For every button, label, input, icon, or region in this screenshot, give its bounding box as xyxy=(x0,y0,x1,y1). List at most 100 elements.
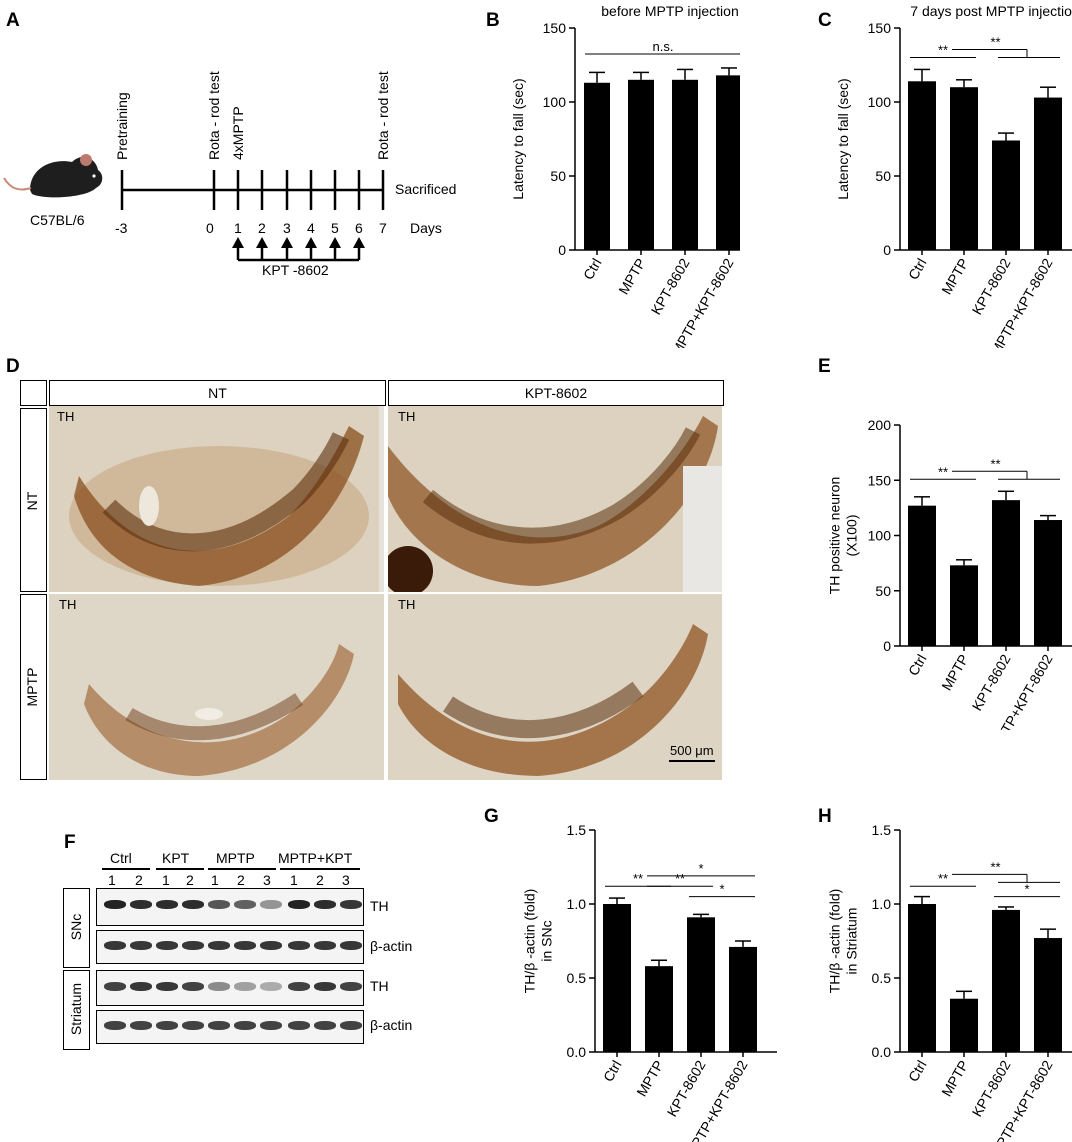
blot-band xyxy=(234,982,256,991)
tissue-box-striatum: Striatum xyxy=(63,970,90,1050)
bar xyxy=(908,505,936,646)
y-axis-label: Latency to fall (sec) xyxy=(835,78,851,199)
day-tick: 1 xyxy=(234,220,242,236)
significance-label: * xyxy=(1024,882,1029,897)
blot-group-mptpkpt: MPTP+KPT xyxy=(278,850,353,866)
lane-number: 1 xyxy=(108,872,116,888)
blot-label: β-actin xyxy=(370,1017,413,1033)
row-header-mptp-box: MPTP xyxy=(20,594,47,780)
y-tick-label: 200 xyxy=(868,417,892,433)
y-tick-label: 1.0 xyxy=(567,896,587,912)
blot-band xyxy=(314,982,336,991)
row-header-nt: NT xyxy=(24,491,40,511)
day-tick: 4 xyxy=(307,220,315,236)
blot-band xyxy=(208,982,230,991)
stain-label: TH xyxy=(398,409,416,424)
stain-label: TH xyxy=(398,597,416,612)
y-tick-label: 0 xyxy=(558,242,566,258)
y-tick-label: 0 xyxy=(883,242,891,258)
y-tick-label: 50 xyxy=(875,583,891,599)
panel-label-c: C xyxy=(818,10,832,31)
x-tick-label: Ctrl xyxy=(905,1058,930,1085)
blot-band xyxy=(104,982,126,991)
bar xyxy=(628,79,654,250)
x-tick-label: MPTP xyxy=(633,1058,666,1100)
x-tick-label: KPT-8602 xyxy=(969,651,1014,713)
lane-number: 2 xyxy=(237,872,245,888)
panel-label-b: B xyxy=(486,10,500,31)
y-axis-label: TH positive neuron (X100) xyxy=(827,477,860,595)
blot-band xyxy=(314,941,336,950)
significance-label: * xyxy=(698,861,703,876)
lane-number: 2 xyxy=(135,872,143,888)
panel-label-e: E xyxy=(818,356,831,377)
bar xyxy=(1034,97,1062,250)
y-tick-label: 100 xyxy=(543,94,567,110)
blot-label: TH xyxy=(370,978,389,994)
blot-group-kpt: KPT xyxy=(162,850,190,866)
chart-title: 7 days post MPTP injection xyxy=(910,3,1072,19)
x-tick-label: Ctrl xyxy=(905,652,930,679)
blot-band xyxy=(182,982,204,991)
chart-g: 0.0 0.5 1.0 1.5 TH/β -actin (fold) in SNc Ctrl… xyxy=(522,822,777,1142)
blot-band xyxy=(104,900,126,909)
days-label: Days xyxy=(410,220,442,236)
y-tick-label: 0.0 xyxy=(872,1044,892,1060)
significance-label: ** xyxy=(633,871,643,886)
bar xyxy=(1034,520,1062,646)
y-tick-label: 0 xyxy=(883,638,891,654)
lane-number: 2 xyxy=(316,872,324,888)
micrograph-mptp-nt: TH xyxy=(49,594,384,780)
tissue-box-snc: SNc xyxy=(63,888,90,968)
blot-band xyxy=(130,982,152,991)
chart-h: 0.0 0.5 1.0 1.5 TH/β -actin (fold) in Striatu… xyxy=(827,822,1072,1142)
blot-band xyxy=(234,900,256,909)
lane-number: 3 xyxy=(342,872,350,888)
lane-number: 1 xyxy=(162,872,170,888)
x-tick-label: KPT-8602 xyxy=(664,1057,709,1119)
y-tick-label: 0.5 xyxy=(872,970,892,986)
western-blot-panel: Ctrl KPT MPTP MPTP+KPT 1 2 1 2 1 2 3 1 2… xyxy=(60,840,460,1140)
lane-number: 3 xyxy=(263,872,271,888)
blot-band xyxy=(234,1021,256,1030)
y-axis-label: TH/β -actin (fold) in SNc xyxy=(522,889,555,994)
blot-band xyxy=(288,941,310,950)
blot-band xyxy=(156,941,178,950)
y-tick-label: 1.5 xyxy=(872,822,892,838)
bar xyxy=(716,75,740,250)
blot-band xyxy=(156,982,178,991)
y-tick-label: 1.0 xyxy=(872,896,892,912)
blot-band xyxy=(208,900,230,909)
y-tick-label: 150 xyxy=(868,472,892,488)
bar xyxy=(908,904,936,1052)
blot-band xyxy=(340,941,362,950)
y-axis-label-line: in Striatum xyxy=(844,908,860,975)
y-axis-label-line: TH/β -actin (fold) xyxy=(827,889,843,994)
blot-band xyxy=(288,982,310,991)
y-axis-label-line: Latency to fall (sec) xyxy=(510,78,526,199)
chart-e: 0 50 100 150 200 TH positive neuron (X100) Ctrl… xyxy=(827,417,1072,730)
x-tick-label: MPTP xyxy=(938,1058,971,1100)
blot-band xyxy=(182,900,204,909)
significance-label: ** xyxy=(938,42,948,57)
scale-bar xyxy=(669,760,715,762)
event-pretraining: Pretraining xyxy=(114,92,130,160)
sacrificed-label: Sacrificed xyxy=(395,181,457,197)
x-tick-label: KPT-8602 xyxy=(969,1057,1014,1119)
blot-band xyxy=(340,982,362,991)
column-header-kpt: KPT-8602 xyxy=(388,380,724,406)
chart-b: before MPTP injection 0 50 100 150 Latency to… xyxy=(510,3,740,348)
blot-band xyxy=(130,941,152,950)
panel-label-d: D xyxy=(6,356,20,377)
y-tick-label: 0.5 xyxy=(567,970,587,986)
x-tick-label: MPTP xyxy=(938,652,971,694)
y-axis-label: Latency to fall (sec) xyxy=(510,78,526,199)
y-axis-label-line: TH positive neuron xyxy=(827,477,843,595)
day-tick: 3 xyxy=(283,220,291,236)
x-tick-label: MPTP xyxy=(938,256,971,298)
blot-label: TH xyxy=(370,898,389,914)
blot-band xyxy=(340,900,362,909)
significance-label: ** xyxy=(990,34,1000,49)
blot-band xyxy=(234,941,256,950)
bar xyxy=(729,946,757,1052)
